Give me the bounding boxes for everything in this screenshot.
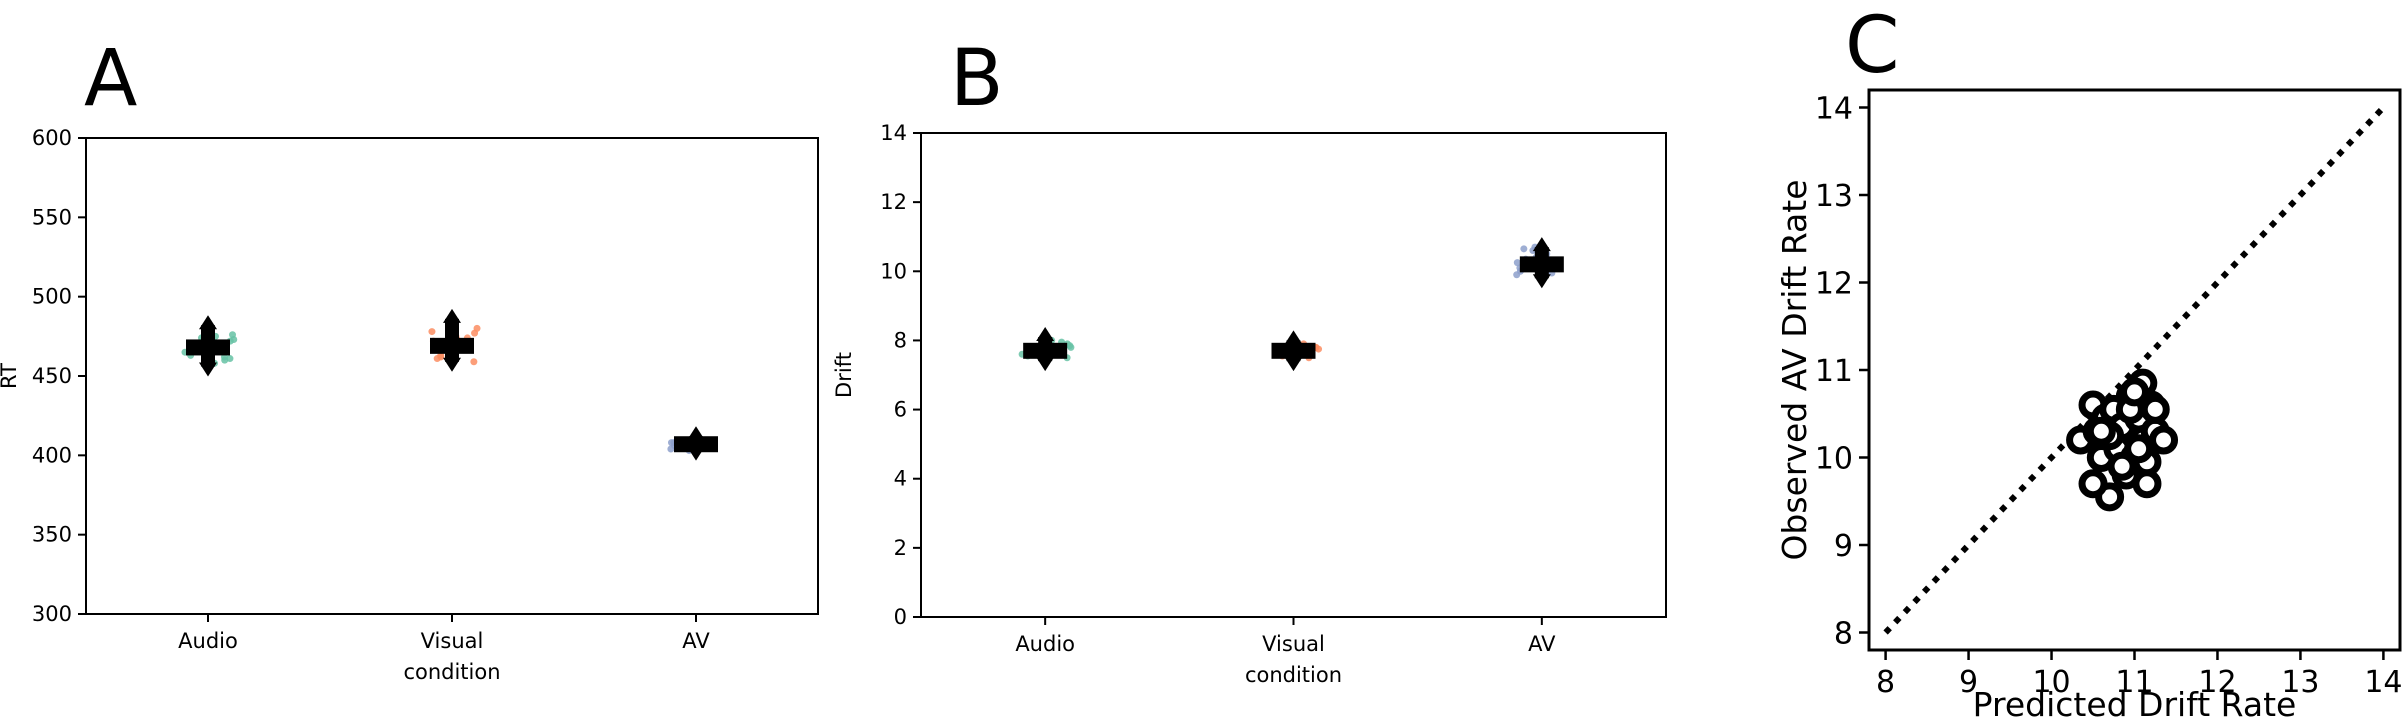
x-tick-label: Visual: [421, 629, 484, 653]
error-bar-cap-top: [1284, 330, 1303, 345]
x-tick-label: Audio: [1015, 632, 1075, 656]
panel-letter-a: A: [84, 34, 137, 124]
x-tick-label: Audio: [178, 629, 238, 653]
plot-frame: [85, 137, 819, 615]
error-bar-cap-top: [1532, 237, 1551, 252]
data-point: [1520, 245, 1528, 253]
y-axis-label: Observed AV Drift Rate: [1775, 179, 1814, 560]
y-tick-label: 2: [894, 536, 907, 560]
x-tick-label: AV: [1528, 632, 1556, 656]
panel-b-chart: 0 2 4 6 8 10 12 14 Audio Visual AV condition Drift: [832, 121, 1667, 687]
data-point: [2107, 451, 2137, 481]
panel-letter-c: C: [1845, 1, 1899, 91]
y-tick-label: 400: [32, 443, 72, 467]
y-tick-label: 300: [32, 602, 72, 626]
y-tick-label: 500: [32, 285, 72, 309]
y-tick-label: 12: [880, 190, 907, 214]
data-point: [2124, 434, 2154, 464]
error-bar-cap-bottom: [1532, 274, 1551, 289]
mean-marker: [1519, 256, 1564, 273]
x-tick-label: 10: [2032, 665, 2070, 700]
data-point: [668, 439, 676, 447]
panel-letter-b: B: [950, 34, 1004, 124]
y-tick-label: 9: [1834, 529, 1853, 564]
data-point: [2132, 469, 2162, 499]
x-tick-label: 13: [2281, 665, 2319, 700]
plot-frame: [920, 132, 1667, 618]
error-bar-cap-bottom: [1284, 357, 1303, 372]
x-axis-label: Predicted Drift Rate: [1973, 685, 2297, 720]
data-point: [2140, 394, 2170, 424]
y-tick-label: 8: [894, 328, 907, 352]
y-tick-label: 14: [880, 121, 907, 145]
x-axis-label: condition: [403, 660, 500, 684]
panel-a-chart: 300 350 400 450 500 550 600 Audio Visual AV condit…: [0, 126, 819, 684]
y-tick-label: 0: [894, 605, 907, 629]
data-point: [2149, 425, 2179, 455]
y-tick-label: 600: [32, 126, 72, 150]
data-point: [2078, 469, 2108, 499]
y-tick-label: 4: [894, 467, 907, 491]
y-tick-label: 450: [32, 364, 72, 388]
mean-marker: [674, 436, 718, 453]
y-tick-label: 8: [1834, 617, 1853, 652]
y-tick-label: 350: [32, 523, 72, 547]
mean-marker: [1271, 342, 1316, 359]
x-tick-label: 9: [1959, 665, 1978, 700]
y-tick-label: 10: [880, 259, 907, 283]
error-bar-cap-bottom: [199, 362, 217, 377]
y-tick-label: 13: [1815, 179, 1853, 214]
y-tick-label: 14: [1815, 92, 1853, 127]
x-tick-label: 8: [1876, 665, 1895, 700]
y-tick-label: 11: [1815, 354, 1853, 389]
y-tick-label: 550: [32, 205, 72, 229]
error-bar-cap-top: [1036, 326, 1055, 341]
data-point: [2086, 416, 2116, 446]
data-point: [428, 328, 436, 336]
x-tick-label: 12: [2198, 665, 2236, 700]
error-bar-cap-bottom: [443, 357, 461, 372]
x-tick-label: 11: [2115, 665, 2153, 700]
error-bar-cap-bottom: [1036, 357, 1055, 372]
data-point: [1513, 259, 1521, 267]
identity-line: [1883, 105, 2386, 635]
mean-marker: [430, 337, 474, 354]
data-point: [470, 358, 478, 366]
data-point: [2120, 377, 2149, 407]
y-axis-label: RT: [0, 363, 21, 389]
error-bar-cap-top: [443, 308, 461, 323]
y-tick-label: 10: [1815, 442, 1853, 477]
error-bar-cap-top: [199, 315, 217, 330]
panel-c-chart: 8 9 10 11 12 13 14 8 9 10 11 12 13 14 Predicted Drift …: [1775, 88, 2403, 720]
data-point: [471, 329, 479, 337]
mean-marker: [186, 339, 230, 356]
mean-marker: [1023, 342, 1068, 359]
y-tick-label: 6: [894, 398, 907, 422]
x-tick-label: Visual: [1262, 632, 1325, 656]
x-tick-label: 14: [2364, 665, 2402, 700]
x-tick-label: AV: [682, 629, 710, 653]
x-axis-label: condition: [1245, 663, 1342, 687]
y-axis-label: Drift: [832, 352, 856, 398]
y-tick-label: 12: [1815, 267, 1853, 302]
